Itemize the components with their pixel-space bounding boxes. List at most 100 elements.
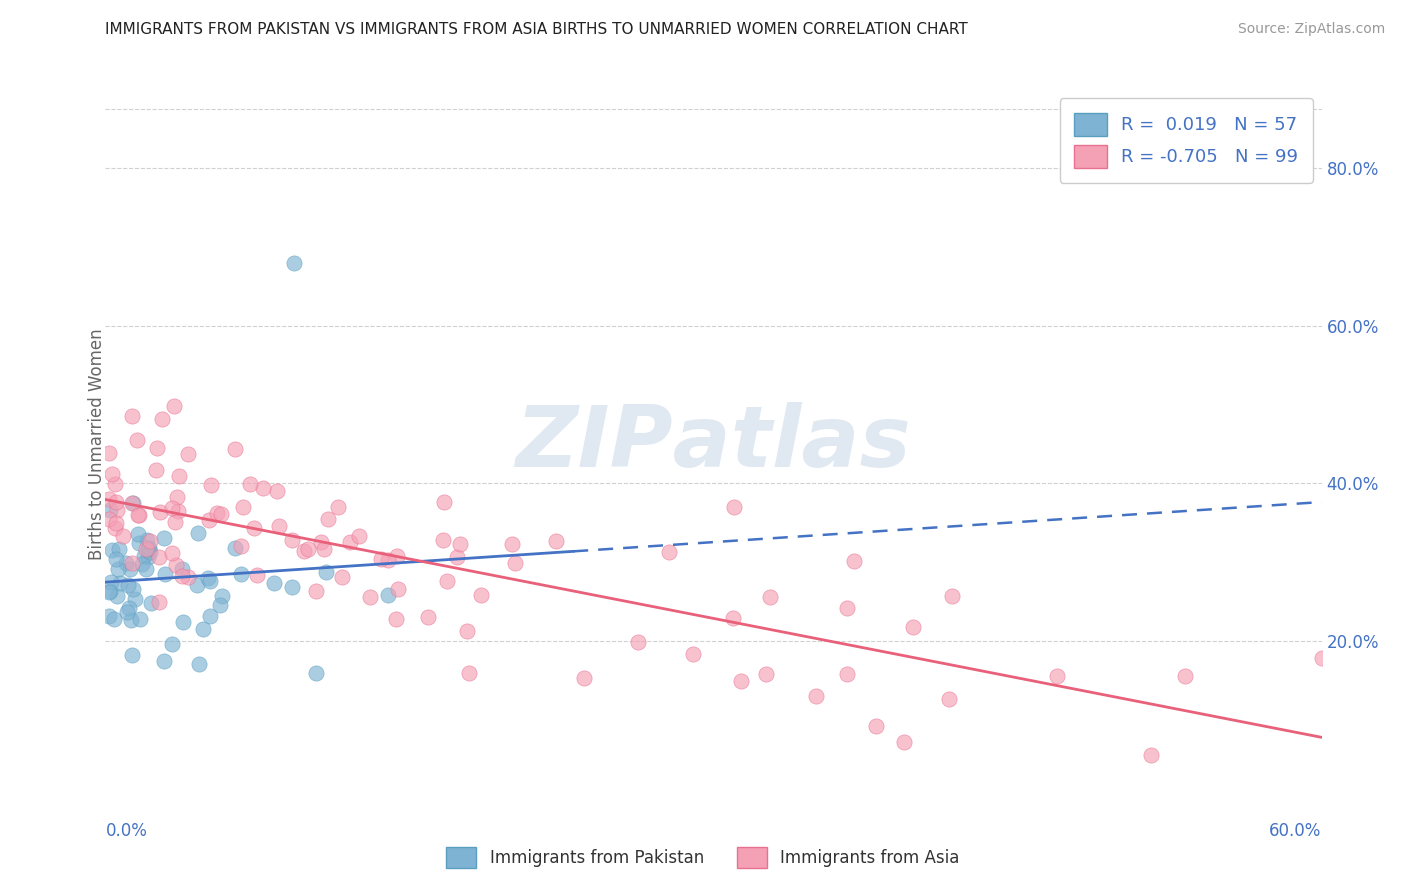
Point xyxy=(153,531,176,545)
Point xyxy=(124,592,146,607)
Point xyxy=(433,494,456,508)
Point xyxy=(458,666,481,681)
Point xyxy=(209,507,232,521)
Point xyxy=(263,575,285,590)
Point xyxy=(501,537,523,551)
Point xyxy=(187,525,209,540)
Point xyxy=(938,692,960,706)
Y-axis label: Births to Unmarried Women: Births to Unmarried Women xyxy=(89,328,105,559)
Point xyxy=(266,483,288,498)
Point xyxy=(723,500,745,514)
Point xyxy=(138,541,160,555)
Text: ZIP​atlas: ZIP​atlas xyxy=(516,402,911,485)
Point xyxy=(252,481,274,495)
Point xyxy=(162,546,184,560)
Point xyxy=(122,496,145,510)
Point xyxy=(121,556,143,570)
Point xyxy=(98,584,121,599)
Point xyxy=(865,719,887,733)
Point xyxy=(505,556,527,570)
Point xyxy=(121,409,143,423)
Point xyxy=(105,503,128,517)
Point xyxy=(229,567,252,582)
Point xyxy=(305,584,328,599)
Legend: Immigrants from Pakistan, Immigrants from Asia: Immigrants from Pakistan, Immigrants fro… xyxy=(440,840,966,875)
Point xyxy=(283,255,305,269)
Point xyxy=(1310,650,1333,665)
Point xyxy=(153,566,176,581)
Point xyxy=(281,533,304,547)
Point xyxy=(449,537,471,551)
Point xyxy=(167,504,190,518)
Point xyxy=(315,566,337,580)
Text: 0.0%: 0.0% xyxy=(105,822,148,839)
Point xyxy=(136,542,159,557)
Point xyxy=(239,476,262,491)
Point xyxy=(98,492,121,507)
Point xyxy=(224,541,246,556)
Point xyxy=(893,735,915,749)
Point xyxy=(127,526,149,541)
Point xyxy=(186,578,208,592)
Point xyxy=(200,478,222,492)
Point xyxy=(305,666,328,681)
Point xyxy=(131,558,153,572)
Point xyxy=(117,605,139,619)
Point xyxy=(128,536,150,550)
Point xyxy=(721,611,744,625)
Point xyxy=(177,570,200,584)
Point xyxy=(127,508,149,523)
Point xyxy=(122,582,145,596)
Point xyxy=(177,447,200,461)
Point xyxy=(197,513,219,527)
Point xyxy=(121,496,143,510)
Point xyxy=(755,666,778,681)
Point xyxy=(172,562,194,576)
Point xyxy=(160,637,183,651)
Point xyxy=(267,518,290,533)
Point xyxy=(138,544,160,558)
Point xyxy=(842,554,865,568)
Point xyxy=(231,539,253,553)
Point xyxy=(387,582,409,596)
Point xyxy=(682,647,704,661)
Point xyxy=(98,512,121,526)
Point xyxy=(436,574,458,588)
Point xyxy=(163,399,186,413)
Point xyxy=(172,615,194,629)
Point xyxy=(370,551,392,566)
Point xyxy=(377,588,399,602)
Point xyxy=(200,608,222,623)
Point xyxy=(385,549,408,563)
Point xyxy=(1140,748,1163,763)
Point xyxy=(145,463,167,477)
Point xyxy=(243,521,266,535)
Point xyxy=(359,590,381,604)
Point xyxy=(104,476,127,491)
Point xyxy=(172,569,194,583)
Point xyxy=(103,612,125,626)
Point xyxy=(208,599,231,613)
Point xyxy=(330,570,353,584)
Point xyxy=(1046,668,1069,682)
Point xyxy=(148,594,170,608)
Text: IMMIGRANTS FROM PAKISTAN VS IMMIGRANTS FROM ASIA BIRTHS TO UNMARRIED WOMEN CORRE: IMMIGRANTS FROM PAKISTAN VS IMMIGRANTS F… xyxy=(105,22,969,37)
Point xyxy=(292,544,315,558)
Point xyxy=(100,467,122,481)
Point xyxy=(135,533,157,548)
Point xyxy=(111,529,134,543)
Point xyxy=(246,568,269,582)
Point xyxy=(121,648,143,662)
Point xyxy=(152,654,174,668)
Point xyxy=(148,549,170,564)
Point xyxy=(188,657,211,672)
Point xyxy=(139,534,162,549)
Point xyxy=(120,562,142,576)
Text: 60.0%: 60.0% xyxy=(1270,822,1322,839)
Point xyxy=(98,445,121,459)
Point xyxy=(1174,669,1197,683)
Point xyxy=(167,469,190,483)
Point xyxy=(104,551,127,566)
Point xyxy=(316,512,339,526)
Point xyxy=(207,507,229,521)
